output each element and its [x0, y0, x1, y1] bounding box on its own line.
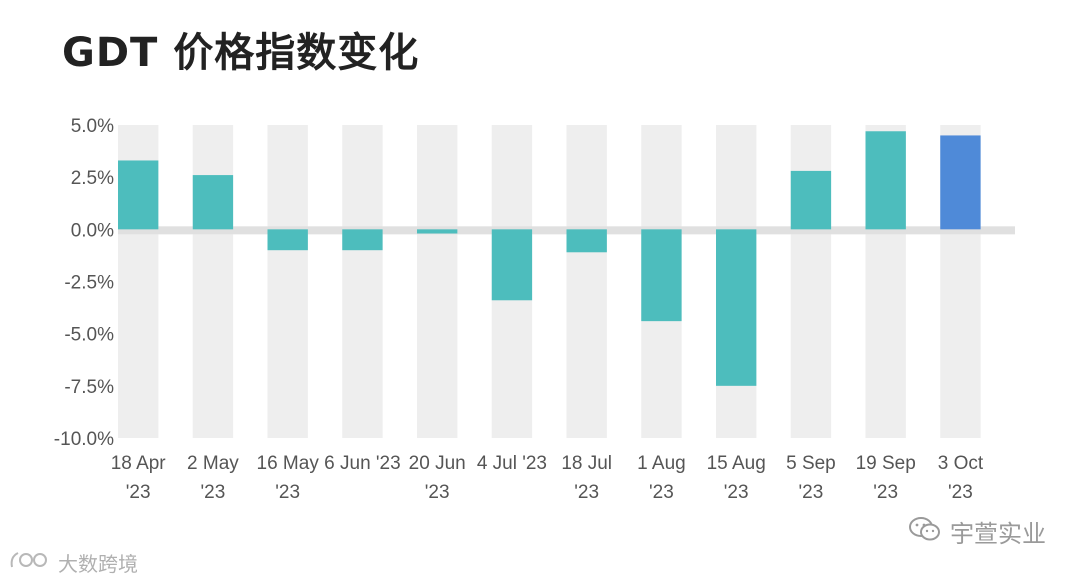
bar-6 [566, 229, 607, 253]
band-4 [417, 125, 458, 438]
x-tick-label: 18 Apr [111, 453, 167, 474]
y-tick-label: 2.5% [71, 168, 114, 189]
x-tick-label: '23 [649, 482, 674, 503]
x-tick-label: 1 Aug [637, 453, 686, 474]
band-6 [566, 125, 607, 438]
x-axis: 18 Apr '23 2 May '23 16 May '23 6 Jun '23 20 Ju… [111, 453, 984, 503]
x-tick-label: 15 Aug [707, 453, 766, 474]
bar-4 [417, 229, 458, 234]
y-tick-label: -2.5% [64, 273, 114, 294]
bar-8 [716, 229, 757, 386]
bar-1 [192, 175, 234, 230]
x-tick-label: 20 Jun [409, 453, 466, 474]
x-tick-label: 5 Sep [786, 453, 836, 474]
watermark-left: 大数跨境 [8, 548, 138, 577]
x-tick-label: '23 [724, 482, 749, 503]
y-tick-label: -10.0% [54, 429, 114, 450]
bar-11 [940, 135, 981, 230]
background-bands [118, 125, 981, 438]
logo-icon [8, 549, 52, 576]
y-tick-label: -5.0% [64, 325, 114, 346]
x-tick-label: '23 [201, 482, 226, 503]
band-2 [267, 125, 308, 438]
x-tick-label: '23 [948, 482, 973, 503]
bar-3 [342, 229, 383, 251]
x-tick-label: '23 [799, 482, 824, 503]
y-axis: 5.0% 2.5% 0.0% -2.5% -5.0% -7.5% -10.0% [54, 116, 114, 450]
watermark-left-text: 大数跨境 [58, 552, 138, 576]
bar-10 [865, 131, 906, 230]
x-tick-label: '23 [873, 482, 898, 503]
bar-7 [641, 229, 682, 322]
chart-title: GDT 价格指数变化 [62, 30, 420, 76]
y-tick-label: -7.5% [64, 377, 114, 398]
watermark-right-text: 宇萱实业 [950, 520, 1046, 548]
x-tick-label: '23 [574, 482, 599, 503]
bar-5 [491, 229, 533, 301]
x-tick-label: 4 Jul '23 [477, 453, 547, 474]
band-3 [342, 125, 383, 438]
x-tick-label: 3 Oct [938, 453, 984, 474]
y-tick-label: 5.0% [71, 116, 114, 137]
x-tick-label: 6 Jun '23 [324, 453, 401, 474]
bar-9 [790, 170, 832, 230]
x-tick-label: 19 Sep [856, 453, 916, 474]
wechat-icon [908, 515, 942, 549]
x-tick-label: 16 May [257, 453, 320, 474]
x-tick-label: '23 [425, 482, 450, 503]
bar-2 [267, 229, 308, 251]
bar-0 [118, 160, 159, 230]
x-tick-label: 18 Jul [561, 453, 612, 474]
bars [118, 131, 981, 386]
x-tick-label: 2 May [187, 453, 239, 474]
watermark-right: 宇萱实业 [908, 514, 1046, 549]
band-1 [192, 125, 234, 438]
x-tick-label: '23 [126, 482, 151, 503]
y-tick-label: 0.0% [71, 220, 114, 241]
x-tick-label: '23 [275, 482, 300, 503]
